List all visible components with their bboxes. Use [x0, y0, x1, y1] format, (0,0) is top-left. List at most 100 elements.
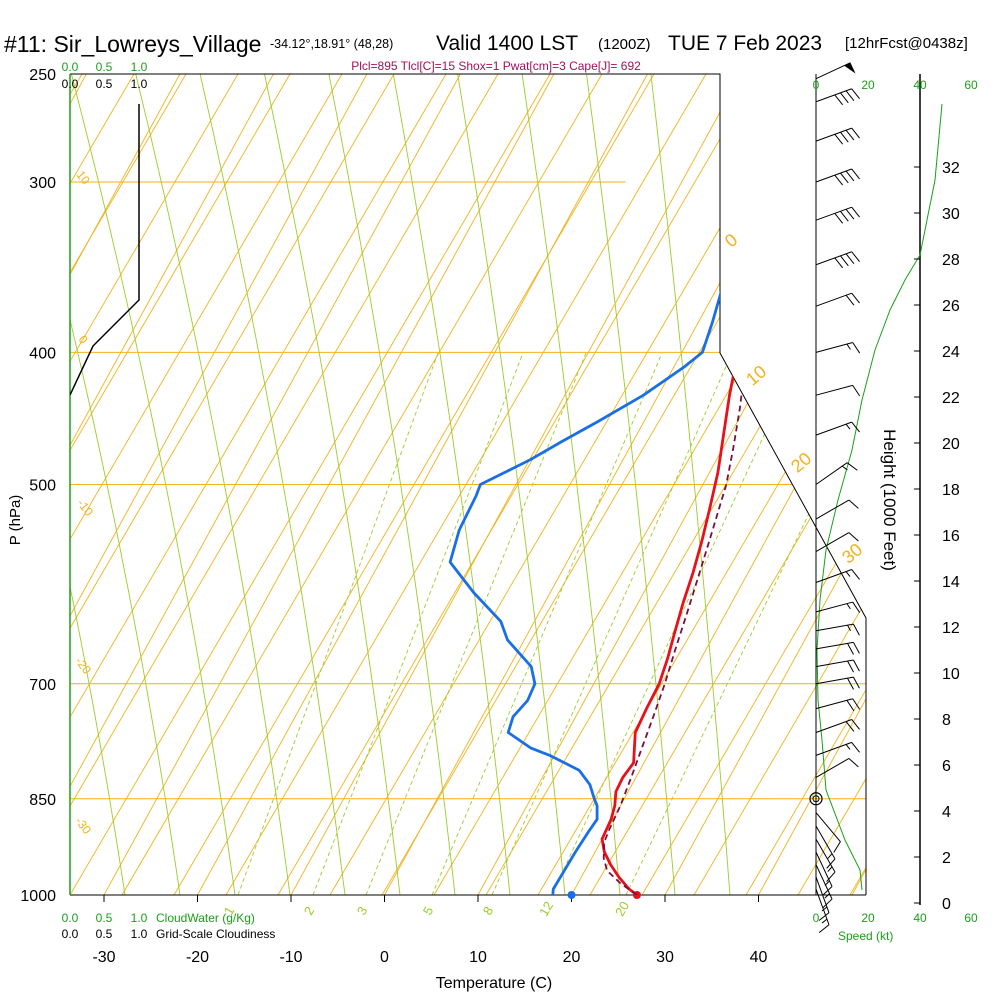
barb-shaft: [815, 251, 852, 266]
barb-flag: [852, 659, 860, 672]
barb-flag: [851, 168, 860, 180]
barb-flag: [834, 213, 844, 224]
barb-flag: [847, 677, 854, 690]
barb-flag: [826, 858, 836, 869]
cloud-water-tick-top: 1.0: [131, 60, 148, 74]
barb-shaft: [815, 741, 852, 756]
height-tick-label: 20: [942, 436, 960, 453]
profile-temperature: [600, 108, 775, 895]
barb-flag: [852, 623, 860, 636]
barb-flag: [840, 92, 849, 104]
valid-time: Valid 1400 LST: [436, 32, 578, 55]
wind-barb: [815, 601, 861, 613]
cloud-water-tick-top: 0.5: [96, 60, 113, 74]
isotherm: [758, 74, 866, 895]
moist-adiabat: [264, 74, 401, 895]
height-tick-label: 32: [942, 160, 960, 177]
profile-dewpoint: [448, 108, 739, 895]
moist-adiabat: [135, 74, 291, 895]
isotherm-label: 20: [787, 448, 815, 476]
isotherm-label-left: 10: [74, 168, 93, 187]
wind-barb: [815, 864, 833, 909]
speed-tick-top: 40: [913, 78, 927, 92]
background-grid: [70, 74, 866, 895]
barb-shaft: [815, 851, 833, 887]
barb-flag: [826, 871, 836, 882]
wind-barb: [815, 342, 861, 354]
barb-shaft: [815, 641, 854, 650]
mixing-ratio-label: 5: [420, 904, 437, 918]
barb-shaft: [815, 292, 852, 307]
barb-flag: [818, 912, 830, 921]
x-tick-label: -20: [186, 949, 209, 966]
dry-adiabat: [70, 74, 291, 895]
barb-flag: [851, 742, 860, 753]
height-axis-label: Height (1000 Feet): [880, 429, 899, 571]
speed-label: Speed (kt): [838, 929, 893, 943]
cloud-water-tick-bottom: 1.0: [131, 911, 148, 925]
barb-flag: [822, 898, 833, 909]
barb-shaft: [815, 698, 853, 710]
moist-adiabat: [457, 74, 566, 895]
pressure-tick-label: 250: [29, 67, 56, 84]
barb-flag: [834, 174, 844, 186]
barb-flag: [846, 700, 855, 712]
barb-flag: [840, 210, 849, 222]
barb-flag: [851, 569, 860, 580]
barb-half-flag: [827, 853, 833, 859]
wind-barb: [815, 569, 860, 583]
barb-flag: [851, 421, 860, 433]
barb-half-flag: [821, 918, 828, 924]
barb-half-flag: [841, 465, 848, 471]
height-tick-label: 0: [942, 896, 951, 913]
barb-shaft: [815, 601, 853, 613]
cloudiness-tick-top: 0.0: [62, 77, 79, 91]
wind-barb: [815, 888, 830, 934]
chart-subtitle: Plcl=895 Tlcl[C]=15 Shox=1 Pwat[cm]=3 Ca…: [351, 59, 641, 73]
barb-flag: [851, 719, 860, 730]
barb-flag: [851, 206, 860, 218]
barb-flag: [851, 292, 860, 304]
barb-shaft: [815, 825, 836, 860]
barb-shaft: [815, 838, 836, 873]
x-axis-label: Temperature (C): [436, 975, 552, 992]
barb-flag: [818, 924, 830, 934]
dry-adiabat: [693, 74, 866, 895]
wind-barb: [815, 623, 860, 636]
cloudiness-tick-bottom: 1.0: [131, 927, 148, 941]
barb-flag: [852, 642, 860, 654]
barb-shaft: [815, 569, 852, 583]
height-tick-label: 28: [942, 252, 960, 269]
barb-flag: [822, 886, 833, 896]
barb-flag: [840, 255, 849, 267]
barb-flag: [846, 462, 858, 471]
barb-flag: [840, 131, 849, 143]
wind-barb: [815, 292, 860, 307]
barb-flag: [845, 208, 855, 220]
barb-flag: [833, 841, 841, 853]
barb-shaft: [815, 532, 850, 553]
frame-outline: [70, 73, 867, 895]
moist-adiabat: [650, 74, 731, 895]
dry-adiabat: [641, 74, 866, 895]
height-tick-label: 18: [942, 482, 960, 499]
barb-flag: [845, 129, 855, 141]
barb-shaft: [815, 888, 830, 925]
isotherm-label: 30: [838, 539, 866, 567]
barb-shaft: [815, 88, 852, 103]
x-tick-label: 40: [750, 949, 768, 966]
speed-tick-bottom: 20: [861, 911, 875, 925]
barb-flag: [852, 342, 861, 354]
barb-shaft: [815, 623, 854, 632]
isotherm-label-left: -30: [72, 814, 94, 837]
mixing-ratio-line: [431, 352, 663, 895]
barb-pennant: [844, 62, 856, 74]
barb-shaft: [815, 499, 850, 520]
barb-flag: [845, 170, 855, 182]
wind-barb: [815, 127, 860, 145]
mixing-ratio-line: [365, 352, 587, 895]
height-tick-label: 22: [942, 390, 960, 407]
